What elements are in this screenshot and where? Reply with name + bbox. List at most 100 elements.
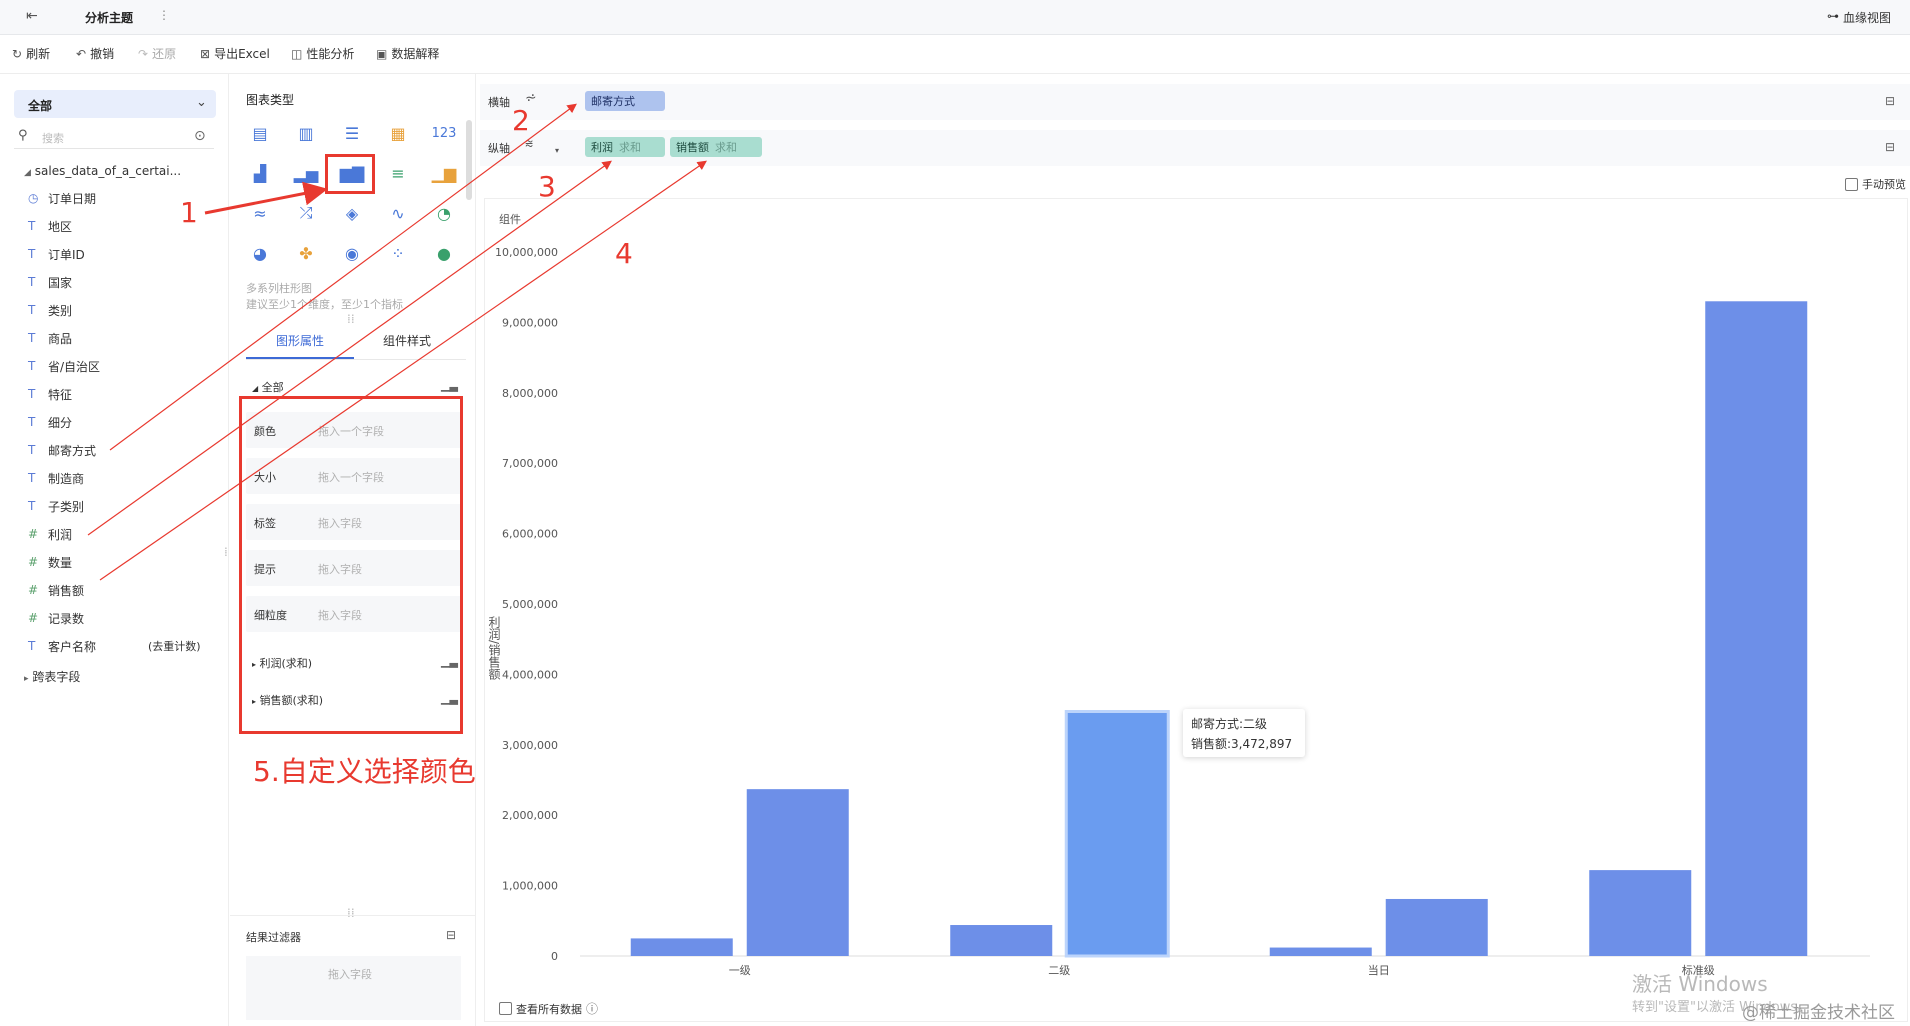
field-item[interactable]: T 类别 <box>28 300 72 320</box>
y-axis-icon[interactable]: ⩬ <box>525 136 534 152</box>
explain-label: 数据解释 <box>391 47 440 61</box>
multi-series-column-icon[interactable]: ▆▇ <box>339 163 365 183</box>
property-dropzone[interactable]: 提示 拖入字段 <box>246 550 461 586</box>
rose-chart-icon[interactable]: ✤ <box>299 243 313 263</box>
more-options-icon[interactable]: ⊙ <box>194 128 206 144</box>
field-search[interactable]: ⚲ 搜索 <box>14 126 214 149</box>
donut-chart-icon[interactable]: ◉ <box>345 243 359 263</box>
cross-table-icon[interactable]: ▥ <box>298 123 314 143</box>
properties-highlight-box <box>239 396 463 734</box>
field-item[interactable]: T 订单ID <box>28 244 85 264</box>
all-section-toggle[interactable]: ◢ 全部 <box>252 379 284 395</box>
waterfall-icon[interactable]: ▁▆ <box>431 163 457 183</box>
profit-pill-agg: 求和 <box>619 141 641 154</box>
lineage-view-button[interactable]: ⊶ 血缘视图 <box>1827 9 1891 26</box>
arrow-3 <box>87 160 612 536</box>
export-excel-button[interactable]: ⊠ 导出Excel <box>200 45 270 62</box>
field-item[interactable]: T 细分 <box>28 412 72 432</box>
field-item[interactable]: T 特征 <box>28 384 72 404</box>
detail-table-icon[interactable]: ☰ <box>344 123 360 143</box>
text-field-icon: T <box>28 639 36 653</box>
arrow-1 <box>204 181 328 215</box>
y-axis-dropdown-icon[interactable]: ▾ <box>555 146 560 155</box>
field-item[interactable]: T 地区 <box>28 216 72 236</box>
undo-button[interactable]: ↶ 撤销 <box>76 45 114 62</box>
column-chart-icon[interactable]: ▂▅ <box>293 163 319 183</box>
field-item[interactable]: ◷ 订单日期 <box>28 188 96 208</box>
table-icon[interactable]: ▤ <box>252 123 268 143</box>
more-icon[interactable]: ⋮ <box>158 8 170 22</box>
view-all-data-checkbox[interactable]: 查看所有数据 ⓘ <box>499 1000 598 1017</box>
pie-chart-icon[interactable]: ◕ <box>253 243 267 263</box>
property-dropzone[interactable]: 颜色 拖入一个字段 <box>246 412 461 448</box>
x-pill-label: 邮寄方式 <box>591 95 635 108</box>
refresh-button[interactable]: ↻ 刷新 <box>12 45 50 62</box>
bubble-icon[interactable]: ● <box>437 243 451 263</box>
tab-shape-properties[interactable]: 图形属性 <box>276 334 325 348</box>
panel-resize-handle[interactable]: ⁞ <box>224 545 228 559</box>
redo-button[interactable]: ↷ 还原 <box>138 45 176 62</box>
perf-analysis-button[interactable]: ◫ 性能分析 <box>291 45 354 62</box>
dataset-dropdown[interactable]: 全部 ⌄ <box>14 90 216 118</box>
series-sales-toggle[interactable]: ▸ 销售额(求和) <box>252 692 323 708</box>
text-field-icon: T <box>28 275 36 289</box>
series-profit-toggle[interactable]: ▸ 利润(求和) <box>252 655 312 671</box>
x-axis-icon[interactable]: ⩫ <box>525 90 537 106</box>
line-chart-icon[interactable]: ≈ <box>253 203 267 223</box>
tooltip-category: 邮寄方式:二级 <box>1191 717 1268 731</box>
tab-divider <box>246 359 466 360</box>
property-dropzone[interactable]: 大小 拖入一个字段 <box>246 458 461 494</box>
y-axis-sales-pill[interactable]: 销售额 求和 <box>670 137 762 157</box>
x-shelf-lock-icon[interactable]: ⊟ <box>1885 94 1896 108</box>
field-item[interactable]: # 记录数 <box>28 608 84 628</box>
field-name: 细分 <box>48 415 73 430</box>
field-name: 类别 <box>48 303 73 318</box>
y-tick-label: 1,000,000 <box>502 880 558 893</box>
bar-chart-icon[interactable]: ≡ <box>391 163 405 183</box>
y-axis-profit-pill[interactable]: 利润 求和 <box>585 137 665 157</box>
chart-hint-title: 多系列柱形图 <box>246 282 312 295</box>
scatter-icon[interactable]: ⁘ <box>391 243 405 263</box>
drag-handle-icon[interactable]: ⁞⁞ <box>347 312 355 326</box>
field-item[interactable]: T 商品 <box>28 328 72 348</box>
active-tab-indicator <box>246 357 354 359</box>
combo-chart-icon[interactable]: ⤮ <box>299 203 313 222</box>
radar-icon[interactable]: ◈ <box>345 203 359 223</box>
cross-table-fields[interactable]: ▸ 跨表字段 <box>24 668 80 685</box>
manual-preview-checkbox[interactable]: 手动预览 <box>1845 176 1906 192</box>
field-item[interactable]: T 制造商 <box>28 468 84 488</box>
dataset-node[interactable]: ◢ sales_data_of_a_certai... <box>24 164 181 178</box>
property-dropzone[interactable]: 标签 拖入字段 <box>246 504 461 540</box>
field-item[interactable]: # 销售额 <box>28 580 84 600</box>
field-agg-note: (去重计数) <box>148 640 201 653</box>
field-item[interactable]: T 客户名称 (去重计数) <box>28 636 201 656</box>
tooltip-value: 销售额:3,472,897 <box>1191 737 1293 751</box>
back-icon[interactable]: ⇤ <box>26 8 38 24</box>
field-item[interactable]: T 子类别 <box>28 496 84 516</box>
field-item[interactable]: T 邮寄方式 <box>28 440 96 460</box>
type-scrollbar[interactable] <box>466 120 472 200</box>
field-item[interactable]: T 国家 <box>28 272 72 292</box>
property-dropzone[interactable]: 细粒度 拖入字段 <box>246 596 461 632</box>
field-item[interactable]: # 数量 <box>28 552 72 572</box>
result-filter-title: 结果过滤器 <box>246 931 301 944</box>
field-item[interactable]: T 省/自治区 <box>28 356 100 376</box>
y-shelf-lock-icon[interactable]: ⊟ <box>1885 140 1896 154</box>
tab-component-style[interactable]: 组件样式 <box>383 334 432 348</box>
data-explain-button[interactable]: ▣ 数据解释 <box>376 45 439 62</box>
series-profit-chart-icon[interactable]: ▁▃ <box>441 655 458 668</box>
x-axis-field-pill[interactable]: 邮寄方式 <box>585 91 665 111</box>
series-sales-chart-icon[interactable]: ▁▃ <box>441 692 458 705</box>
lock-icon[interactable]: ⊟ <box>446 928 457 942</box>
drag-handle-icon[interactable]: ⁞⁞ <box>347 906 355 920</box>
field-item[interactable]: # 利润 <box>28 524 72 544</box>
x-tick-label: 标准级 <box>1682 963 1715 977</box>
number-card-icon[interactable]: 123 <box>431 125 457 141</box>
result-filter-dropzone[interactable]: 拖入字段 <box>246 956 461 1020</box>
card-icon[interactable]: ▦ <box>390 123 406 143</box>
stacked-bar-icon[interactable]: ▟ <box>253 163 267 183</box>
area-chart-icon[interactable]: ∿ <box>391 203 405 223</box>
component-label: 组件 <box>499 213 521 226</box>
gauge-icon[interactable]: ◔ <box>437 203 451 223</box>
dataset-name: sales_data_of_a_certai... <box>34 164 182 178</box>
